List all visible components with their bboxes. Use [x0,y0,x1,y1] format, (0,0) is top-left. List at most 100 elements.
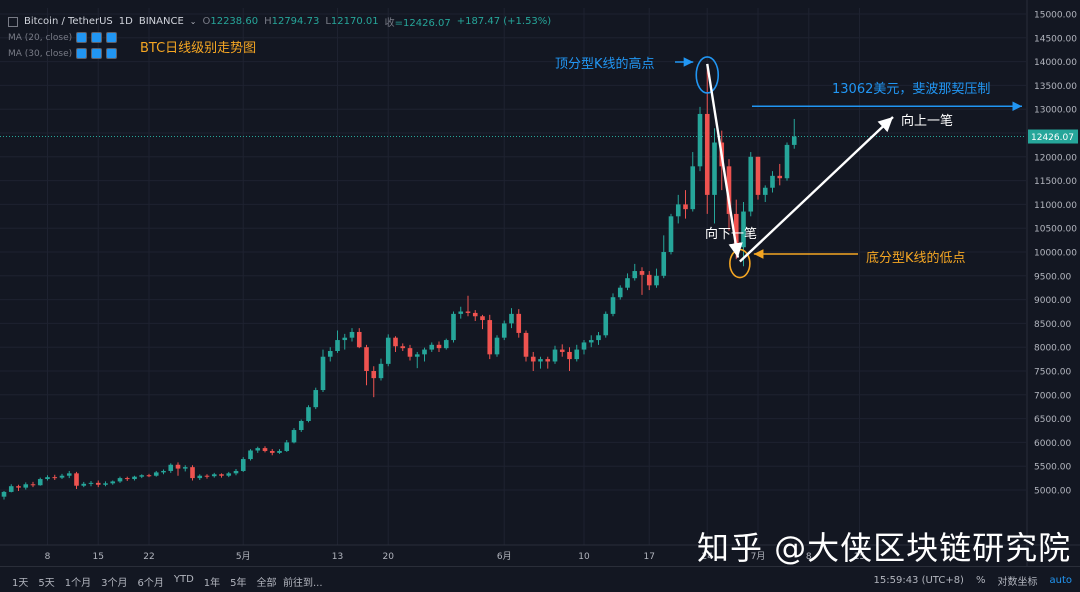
last-price-text: 12426.07 [1031,133,1074,143]
annotations [675,56,1022,279]
range-all[interactable]: 全部 [256,578,277,589]
candle-body [146,475,152,477]
candle-body [371,371,377,379]
eye-icon[interactable] [76,48,88,59]
time-tick-label: 22 [143,552,154,562]
up-stroke-arrow [739,116,894,263]
candle-body [675,204,681,217]
ma30-legend[interactable]: MA (30, close) [8,48,118,59]
candle-body [74,473,79,486]
goto-button[interactable]: 前往到... [283,578,323,589]
range-3m[interactable]: 3个月 [101,578,128,589]
candle-body [733,213,739,248]
candle-body [770,175,775,188]
settings-icon[interactable] [91,48,103,59]
time-tick-label: 8 [806,552,812,562]
ma20-label[interactable]: MA (20, close) [8,32,73,43]
price-tick-label: 11000.00 [1034,201,1077,211]
candle-body [414,354,420,357]
price-tick-label: 7000.00 [1034,391,1071,401]
bottom-toolbar: 1天 5天 1个月 3个月 6个月 YTD 1年 5年 全部 前往到... 15… [0,566,1080,592]
log-toggle[interactable]: 对数坐标 [997,577,1038,588]
ma20-legend[interactable]: MA (20, close) [8,32,118,43]
time-axis[interactable]: 8 15 22 5月 13 20 6月 10 17 24 7月 8 15 [0,544,1080,562]
price-tick-label: 7500.00 [1034,368,1071,378]
close-icon[interactable] [106,48,118,59]
price-tick-label: 9500.00 [1034,272,1071,282]
price-tick-label: 14000.00 [1034,58,1077,68]
price-tick-label: 13500.00 [1034,82,1077,92]
close-icon[interactable] [106,32,118,43]
resistance-label: 13062美元，斐波那契压制 [832,82,991,97]
price-axis[interactable]: 5000.00 5500.00 6000.00 6500.00 7000.00 7500.… [1026,0,1078,566]
time-tick-label: 5月 [236,551,251,562]
candle-body [625,278,630,288]
candle-body [559,349,565,352]
candle-body [284,442,290,451]
clock-time[interactable]: 15:59:43 (UTC+8) [873,575,964,586]
candle-body [168,464,174,471]
chevron-down-icon[interactable]: ⌄ [189,17,197,26]
candle-body [494,337,500,355]
candle-body [726,166,732,214]
settings-icon[interactable] [91,32,103,43]
candle-body [567,351,572,360]
range-6m[interactable]: 6个月 [137,578,164,589]
candle-body [712,142,717,195]
candle-body [610,297,616,314]
price-tick-label: 8000.00 [1034,344,1071,354]
candle-body [197,475,203,479]
eye-icon[interactable] [76,32,88,43]
collapse-icon[interactable] [8,16,18,27]
candle-body [487,320,493,355]
exchange[interactable]: BINANCE [138,16,184,27]
range-1d[interactable]: 1天 [12,578,29,589]
candle-body [762,187,768,195]
candle-body [110,481,116,484]
candle-body [791,136,797,145]
time-tick-label: 17 [644,552,655,562]
candle-body [617,287,623,298]
candle-body [654,275,659,286]
range-5d[interactable]: 5天 [38,578,55,589]
candle-body [124,478,130,480]
percent-toggle[interactable]: % [975,575,986,586]
candle-body [581,342,587,350]
candle-body [378,363,384,379]
candle-body [639,271,645,275]
auto-scale-toggle[interactable]: auto [1049,575,1072,586]
candle-body [182,467,188,469]
range-1m[interactable]: 1个月 [64,578,92,589]
range-5y[interactable]: 5年 [230,578,247,589]
price-tick-label: 5000.00 [1034,487,1071,497]
candle-body [269,450,275,453]
interval[interactable]: 1D [118,16,133,27]
candle-body [523,332,529,357]
candle-body [132,476,137,480]
symbol-legend[interactable]: Bitcoin / TetherUS 1D BINANCE ⌄ O12238.6… [8,14,551,29]
candle-body [66,473,72,476]
candle-body [153,472,159,476]
time-tick-label: 13 [332,552,343,562]
candle-body [298,420,304,431]
time-tick-label: 15 [854,552,865,562]
low-value: 12170.01 [330,16,379,27]
ma30-label[interactable]: MA (30, close) [8,48,73,59]
time-tick-label: 8 [45,552,51,562]
close-label: 收 [384,18,395,29]
candle-body [501,323,507,338]
range-1y[interactable]: 1年 [203,578,221,589]
candle-body [190,467,195,479]
symbol-name[interactable]: Bitcoin / TetherUS [24,16,113,27]
range-ytd[interactable]: YTD [173,574,194,585]
candle-body [117,478,123,482]
candle-body [95,482,101,485]
open-value: 12238.60 [210,16,259,27]
candle-body [81,483,87,486]
candle-body [603,313,609,336]
chart-title-note: BTC日线级别走势图 [140,41,257,56]
candle-body [690,166,696,210]
candle-body [777,175,783,179]
